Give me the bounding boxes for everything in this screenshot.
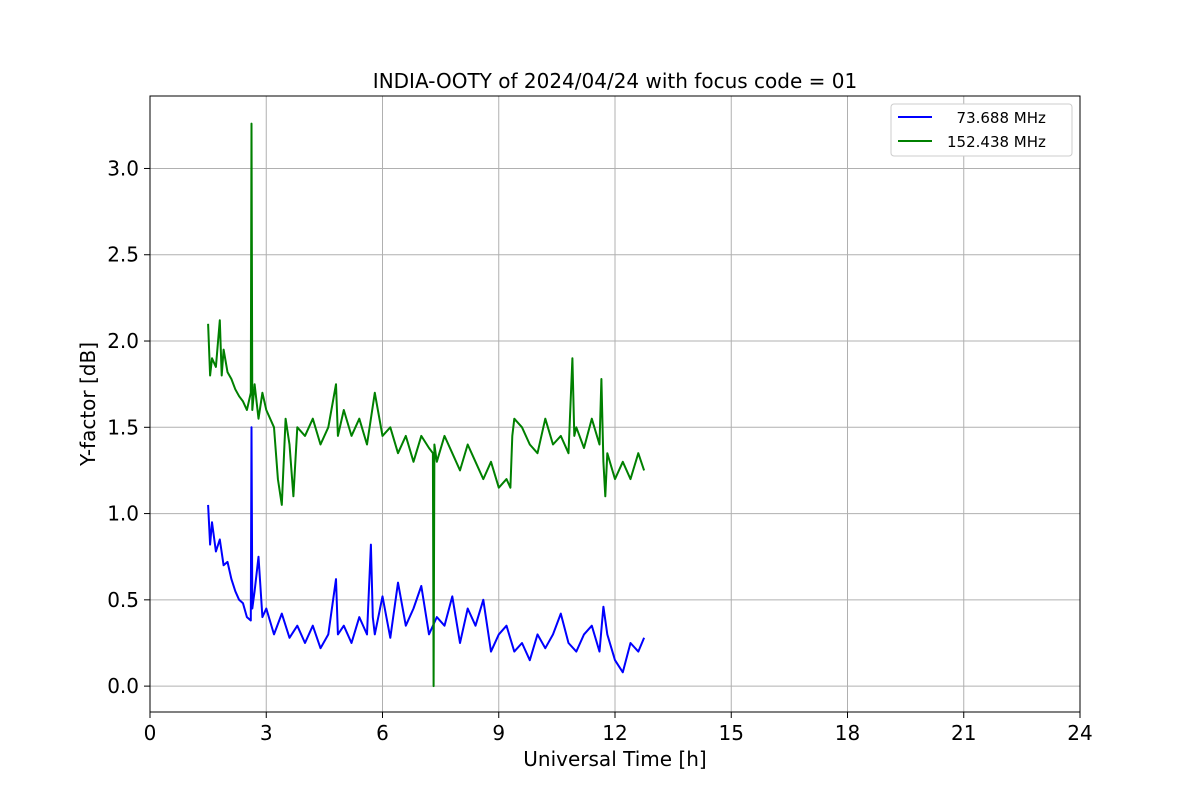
x-tick-label: 6 [376,721,389,745]
x-tick-label: 9 [492,721,505,745]
y-tick-label: 1.5 [107,415,139,439]
x-tick-label: 0 [144,721,157,745]
y-tick-label: 0.0 [107,674,139,698]
y-tick-label: 1.0 [107,502,139,526]
axis-ticks: 0 3 6 9 12 15 18 21 24 0.0 0.5 1.0 1.5 2.0 2.5 3.0 [107,156,1093,745]
y-tick-label: 0.5 [107,588,139,612]
legend-label-152mhz: 152.438 MHz [947,133,1046,151]
legend-box [890,103,1073,157]
x-axis-label: Universal Time [h] [523,747,706,771]
x-tick-label: 3 [260,721,273,745]
y-axis-label: Y-factor [dB] [76,342,100,467]
x-tick-label: 12 [602,721,627,745]
y-tick-label: 3.0 [107,156,139,180]
chart-title: INDIA-OOTY of 2024/04/24 with focus code… [373,69,857,93]
series-line-152mhz [207,122,646,688]
x-tick-label: 24 [1067,721,1092,745]
y-tick-label: 2.0 [107,329,139,353]
data-series [207,122,646,688]
legend: 73.688 MHz 152.438 MHz [890,103,1073,157]
x-tick-label: 21 [951,721,976,745]
x-tick-label: 18 [835,721,860,745]
x-tick-label: 15 [719,721,744,745]
y-tick-label: 2.5 [107,243,139,267]
series-line-73mhz [207,426,646,674]
legend-label-73mhz: 73.688 MHz [947,109,1046,127]
